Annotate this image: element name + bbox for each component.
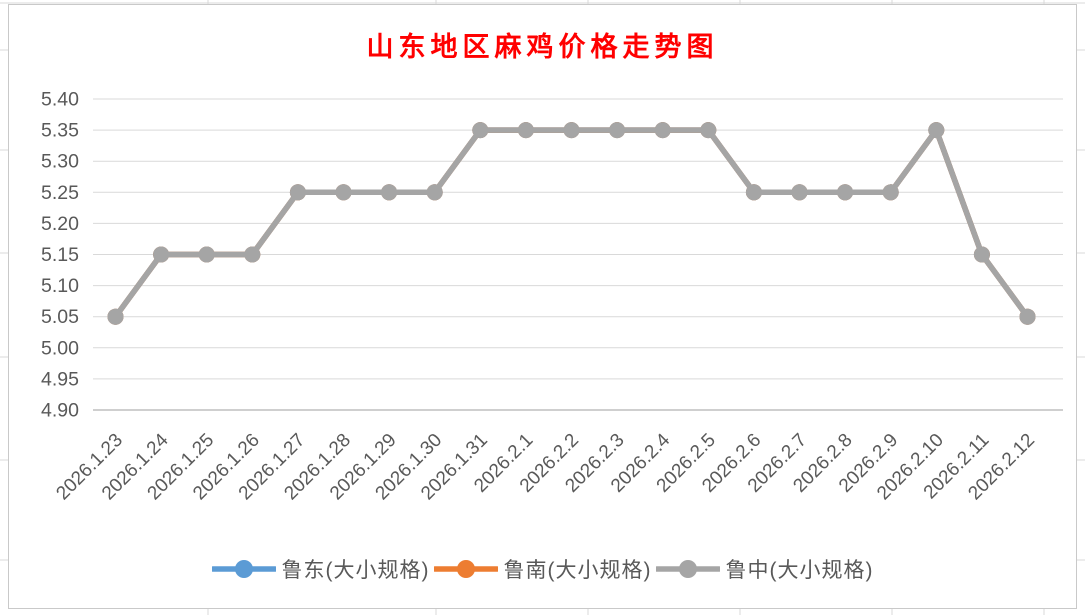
legend-marker-icon (433, 560, 498, 578)
data-point-marker (426, 184, 443, 201)
chart-frame (8, 4, 1077, 609)
data-point-marker (153, 246, 170, 263)
data-point-marker (107, 308, 124, 325)
data-point-marker (837, 184, 854, 201)
data-point-marker (289, 184, 306, 201)
data-point-marker (928, 122, 945, 139)
y-axis-tick-label: 5.10 (41, 275, 79, 297)
data-point-marker (973, 246, 990, 263)
y-axis-tick-label: 5.20 (41, 213, 79, 235)
legend-marker-icon (211, 560, 276, 578)
y-axis-tick-label: 5.15 (41, 244, 79, 266)
chart-legend: 鲁东(大小规格) 鲁南(大小规格) 鲁中(大小规格) (0, 554, 1085, 584)
y-axis-tick-label: 5.05 (41, 306, 79, 328)
data-point-marker (563, 122, 580, 139)
y-axis-tick-label: 5.00 (41, 337, 79, 359)
y-axis-tick-label: 5.25 (41, 182, 79, 204)
legend-marker-icon (655, 560, 720, 578)
data-point-marker (882, 184, 899, 201)
y-axis-tick-label: 5.40 (41, 89, 79, 111)
legend-item: 鲁东(大小规格) (211, 554, 430, 584)
data-point-marker (745, 184, 762, 201)
legend-label: 鲁东(大小规格) (281, 559, 430, 582)
legend-item: 鲁中(大小规格) (655, 554, 874, 584)
legend-label: 鲁南(大小规格) (503, 559, 652, 582)
data-point-marker (472, 122, 489, 139)
data-point-marker (1019, 308, 1036, 325)
y-axis-tick-label: 4.90 (41, 400, 79, 422)
chart-title: 山东地区麻鸡价格走势图 (366, 32, 719, 63)
data-point-marker (198, 246, 215, 263)
data-point-marker (654, 122, 671, 139)
legend-item: 鲁南(大小规格) (433, 554, 652, 584)
y-axis-tick-label: 5.35 (41, 120, 79, 142)
data-point-marker (700, 122, 717, 139)
data-point-marker (244, 246, 261, 263)
y-axis-tick-label: 5.30 (41, 151, 79, 173)
data-point-marker (791, 184, 808, 201)
y-axis-tick-label: 4.95 (41, 368, 79, 390)
legend-label: 鲁中(大小规格) (725, 559, 874, 582)
data-point-marker (381, 184, 398, 201)
data-point-marker (517, 122, 534, 139)
data-point-marker (335, 184, 352, 201)
data-point-marker (609, 122, 626, 139)
